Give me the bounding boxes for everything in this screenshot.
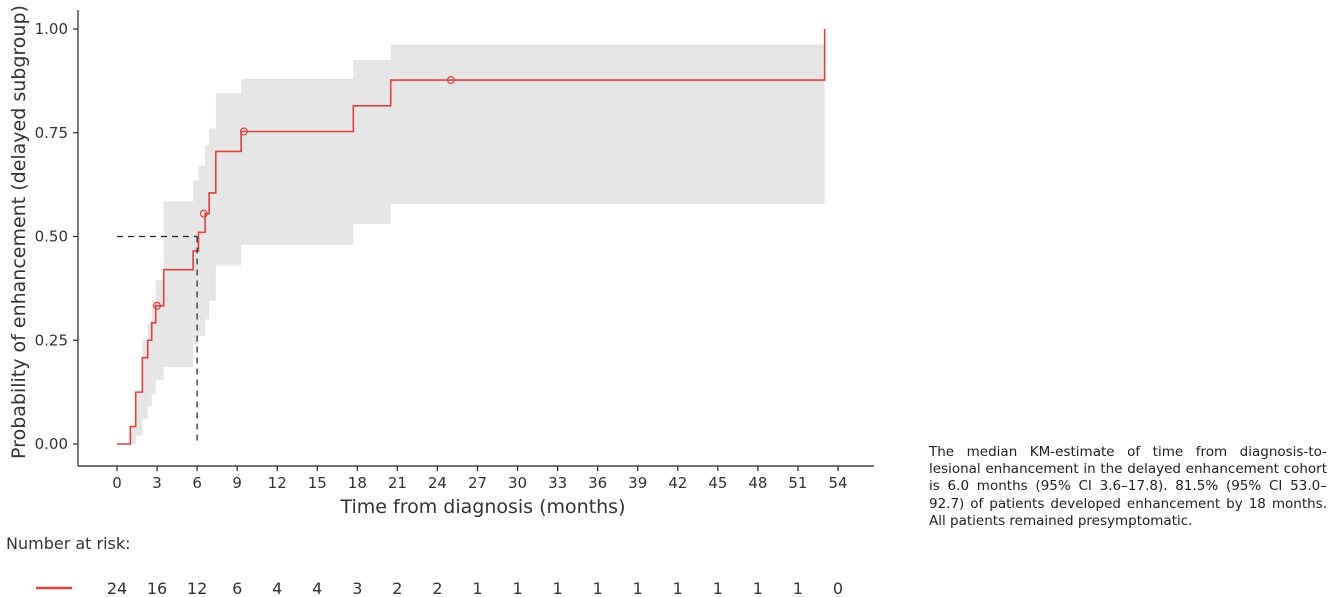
x-axis-label: Time from diagnosis (months): [339, 496, 625, 518]
x-tick-label: 51: [788, 474, 807, 492]
risk-count: 12: [187, 579, 207, 597]
x-tick-label: 33: [548, 474, 567, 492]
x-tick-label: 9: [232, 474, 242, 492]
risk-table-title: Number at risk:: [6, 534, 131, 553]
km-step-line: [117, 29, 826, 445]
x-tick-label: 3: [152, 474, 162, 492]
ci-segment: [390, 44, 825, 205]
censor-mark: [153, 301, 162, 310]
risk-table: 24 16 12 6 4 4 3 2 2 1 1 1 1 1 1 1 1 1 0: [36, 579, 843, 597]
y-tick-label: 1.00: [35, 20, 68, 38]
ci-segment: [205, 145, 210, 320]
y-tick-label: 0.25: [35, 331, 68, 349]
y-tick-label: 0.50: [35, 228, 68, 246]
x-tick-label: 24: [428, 474, 447, 492]
censor-mark: [199, 209, 208, 218]
risk-count: 1: [472, 579, 482, 597]
risk-count: 1: [753, 579, 763, 597]
figure-caption: The median KM-estimate of time from diag…: [929, 444, 1327, 529]
risk-count: 1: [553, 579, 563, 597]
median-reference-lines: [117, 235, 198, 444]
x-tick-label: 30: [508, 474, 527, 492]
risk-count: 2: [432, 579, 442, 597]
x-tick-label: 39: [628, 474, 647, 492]
x-tick-label: 42: [668, 474, 687, 492]
risk-count: 0: [833, 579, 843, 597]
risk-count: 24: [107, 579, 127, 597]
censor-mark: [239, 127, 248, 136]
risk-count: 1: [793, 579, 803, 597]
x-tick-label: 18: [348, 474, 367, 492]
x-tick-label: 36: [588, 474, 607, 492]
risk-count: 1: [673, 579, 683, 597]
ci-segment: [142, 340, 148, 420]
y-tick-label: 0.75: [35, 124, 68, 142]
x-tick-label: 21: [388, 474, 407, 492]
x-tick-label: 12: [268, 474, 287, 492]
x-tick-label: 15: [308, 474, 327, 492]
ci-segment: [198, 165, 206, 337]
risk-count: 2: [392, 579, 402, 597]
ci-segment: [241, 78, 354, 245]
risk-count: 1: [633, 579, 643, 597]
x-tick-label: 27: [468, 474, 487, 492]
ci-segment: [151, 300, 156, 395]
risk-count: 4: [272, 579, 282, 597]
risk-count: 1: [512, 579, 522, 597]
risk-count: 4: [312, 579, 322, 597]
risk-count: 1: [713, 579, 723, 597]
ci-segment: [130, 427, 136, 444]
risk-count: 6: [232, 579, 242, 597]
ci-segment: [163, 201, 194, 368]
censor-mark: [446, 76, 455, 85]
ci-segment: [209, 128, 216, 301]
ci-segment: [193, 180, 199, 345]
km-chart: 0.000.250.500.751.000 3 6 9 12 15 18 21 24 27 30 33…: [6, 5, 874, 597]
confidence-band: [130, 44, 825, 444]
ci-segment: [353, 60, 391, 225]
risk-count: 16: [147, 579, 167, 597]
risk-count: 3: [352, 579, 362, 597]
y-tick-label: 0.00: [35, 435, 68, 453]
x-tick-label: 54: [828, 474, 847, 492]
x-tick-label: 45: [708, 474, 727, 492]
risk-count: 1: [593, 579, 603, 597]
ci-segment: [215, 93, 242, 266]
x-tick-label: 6: [192, 474, 202, 492]
y-axis-label: Probability of enhancement (delayed subg…: [8, 5, 30, 459]
x-tick-label: 0: [112, 474, 122, 492]
ci-segment: [135, 392, 143, 436]
ci-segment: [155, 280, 164, 380]
km-curve: [117, 29, 826, 445]
ci-segment: [147, 323, 152, 407]
axes: 0.000.250.500.751.000 3 6 9 12 15 18 21 24 27 30 33…: [35, 10, 874, 492]
x-tick-label: 48: [748, 474, 767, 492]
